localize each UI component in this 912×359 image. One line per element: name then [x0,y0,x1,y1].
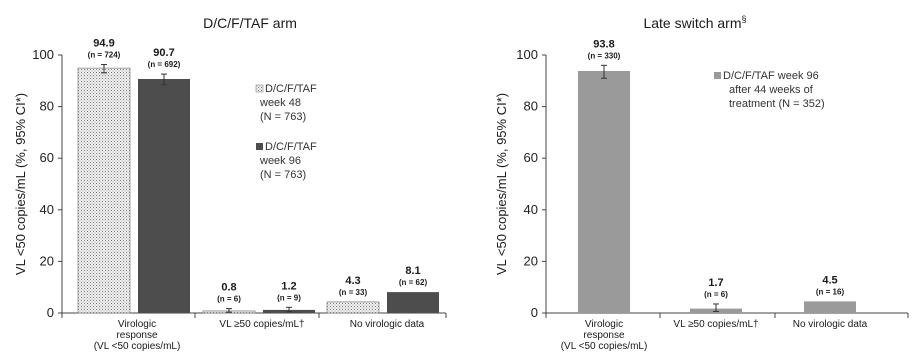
bar [77,67,131,314]
y-tick-label: 20 [524,253,538,268]
n-label: (n = 724) [88,51,121,60]
n-label: (n = 33) [339,288,368,297]
bar [387,292,439,313]
x-category-label: VL ≥50 copies/mL† [673,319,758,330]
legend-entry: D/C/F/TAF week 48 (N = 763) [259,83,317,123]
legend-entry-line: week 96 [259,155,301,167]
legend-entry-line: (N = 763) [260,169,306,181]
data-label: 1.2 [281,280,296,292]
x-category-label-line: response [116,330,158,341]
chart-title-text: D/C/F/TAF arm [203,15,297,31]
x-category-label-line: response [583,330,625,341]
legend-swatch [255,84,264,93]
n-label: (n = 330) [588,51,621,60]
data-label: 90.7 [153,47,174,59]
chart-late-switch-arm: Late switch arm§ VL <50 copies/mL (%, 95%… [494,14,909,352]
legend-entry-line: D/C/F/TAF week 96 [723,70,819,82]
y-tick-label: 80 [524,99,538,114]
y-axis-label: VL <50 copies/mL (%, 95% CI*) [13,93,28,275]
data-label: 4.5 [822,274,837,286]
legend-entry-line: after 44 weeks of [729,84,814,96]
y-tick-label: 60 [40,150,54,165]
y-tick-label: 20 [40,253,54,268]
data-label: 8.1 [405,265,420,277]
x-category-label-line: No virologic data [350,319,425,330]
bar [578,70,630,313]
bar [138,78,190,313]
legend-entry-line: treatment (N = 352) [729,98,825,110]
n-label: (n = 6) [217,295,241,304]
x-category-label-line: Virologic [118,319,156,330]
y-tick-label: 0 [47,305,54,320]
n-label: (n = 692) [148,60,181,69]
x-category-label-line: Virologic [585,319,623,330]
legend-swatch [256,143,263,150]
y-tick-label: 60 [524,150,538,165]
data-label: 93.8 [593,38,614,50]
y-tick-label: 40 [524,202,538,217]
bar [804,301,856,313]
data-label: 4.3 [345,275,360,287]
bar [326,301,380,314]
n-label: (n = 6) [704,290,728,299]
x-category-label-line: VL ≥50 copies/mL† [219,319,304,330]
y-tick-label: 100 [32,47,54,62]
legend-entry-line: D/C/F/TAF [265,141,317,153]
legend-entry: D/C/F/TAF week 96 after 44 weeks of treatm… [723,70,825,110]
chart-title: Late switch arm§ [643,14,746,31]
y-tick-label: 0 [531,305,538,320]
legend-entry-line: (N = 763) [260,111,306,123]
n-label: (n = 16) [816,287,845,296]
chart-dcftaf-arm: D/C/F/TAF arm VL <50 copies/mL (%, 95% CI… [13,15,447,352]
y-tick-label: 80 [40,99,54,114]
x-category-label: VL ≥50 copies/mL† [219,319,304,330]
x-category-label: Virologic response (VL <50 copies/mL) [94,319,181,352]
y-tick-label: 100 [516,47,538,62]
legend-entry: D/C/F/TAF week 96 (N = 763) [259,141,317,181]
x-category-label-line: No virologic data [793,319,868,330]
data-label: 1.7 [708,277,723,289]
y-tick-label: 40 [40,202,54,217]
data-label: 94.9 [93,38,114,50]
data-label: 0.8 [221,282,236,294]
legend-swatch [714,72,721,79]
n-label: (n = 62) [399,278,428,287]
x-category-label: No virologic data [350,319,425,330]
chart-title: D/C/F/TAF arm [203,15,297,31]
x-category-label: Virologic response (VL <50 copies/mL) [561,319,648,352]
chart-title-text: Late switch arm [643,15,741,31]
x-category-label: No virologic data [793,319,868,330]
n-label: (n = 9) [277,293,301,302]
x-category-label-line: (VL <50 copies/mL) [561,341,648,352]
x-category-label-line: (VL <50 copies/mL) [94,341,181,352]
legend-entry-line: week 48 [259,97,301,109]
chart-title-superscript: § [742,14,747,24]
x-category-label-line: VL ≥50 copies/mL† [673,319,758,330]
y-axis-label: VL <50 copies/mL (%, 95% CI*) [494,93,509,275]
legend-entry-line: D/C/F/TAF [265,83,317,95]
